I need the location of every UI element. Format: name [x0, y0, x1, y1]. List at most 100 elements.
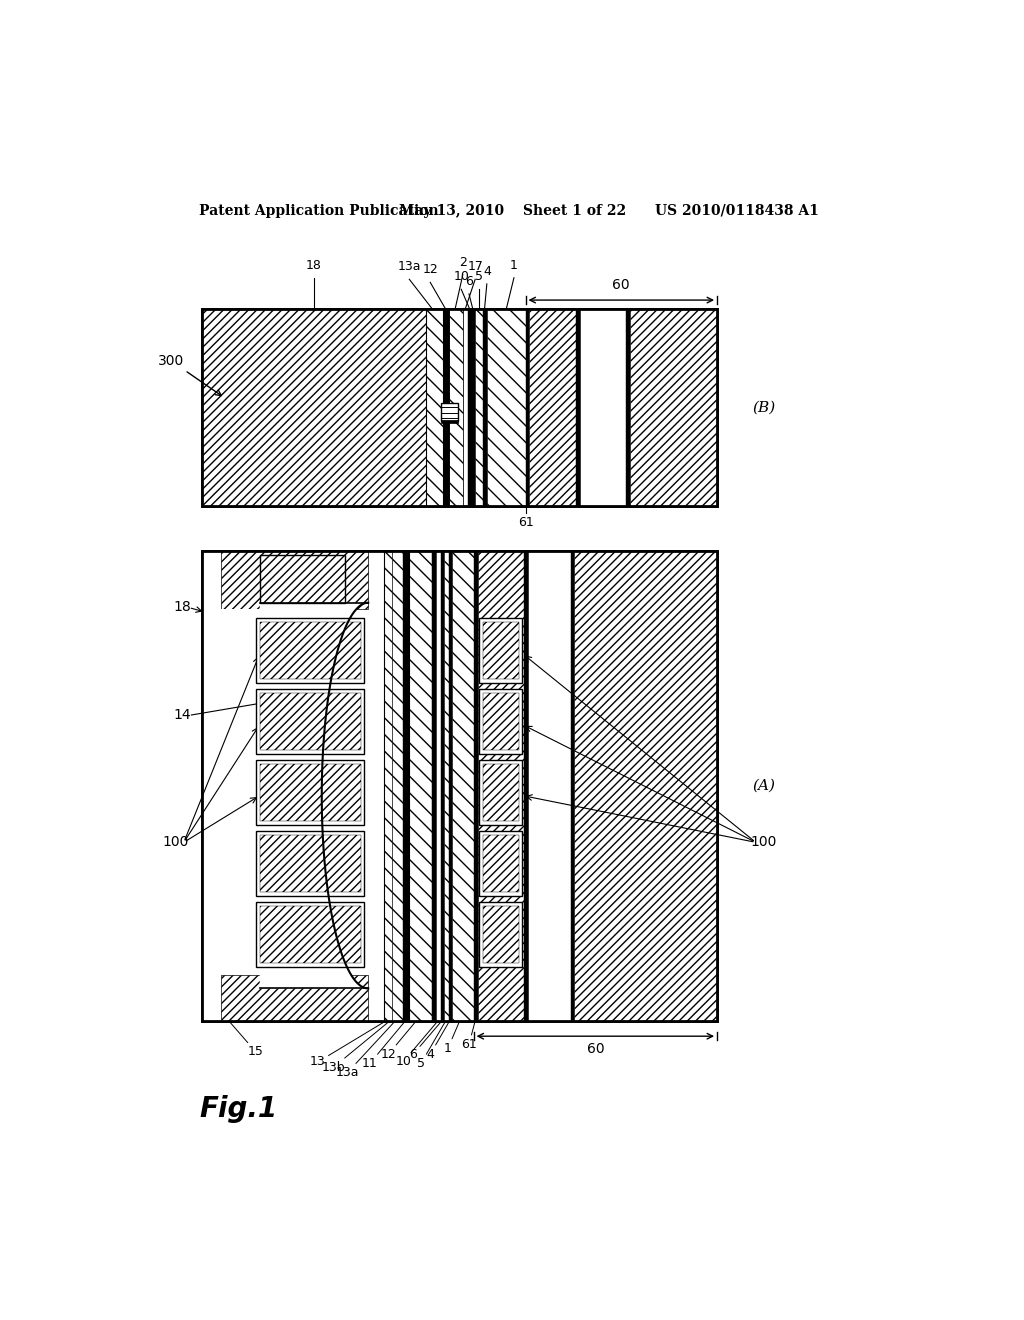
Bar — [463, 309, 468, 507]
Text: 5: 5 — [475, 271, 483, 284]
Bar — [202, 309, 717, 507]
Text: (B): (B) — [752, 401, 775, 414]
Bar — [260, 906, 360, 964]
Text: 60: 60 — [587, 1043, 604, 1056]
Bar — [528, 552, 570, 1020]
Text: 18: 18 — [306, 259, 322, 272]
Bar — [444, 552, 449, 1020]
Bar — [475, 309, 483, 507]
Bar — [479, 689, 522, 754]
Bar — [468, 309, 472, 507]
Text: 12: 12 — [381, 1020, 417, 1061]
Text: 61: 61 — [518, 516, 534, 529]
Text: 5: 5 — [417, 1020, 445, 1071]
Bar — [391, 552, 403, 1020]
Bar — [202, 552, 384, 1020]
Text: 60: 60 — [612, 279, 630, 293]
Bar — [403, 552, 409, 1020]
Polygon shape — [260, 603, 369, 989]
Bar — [432, 552, 436, 1020]
Text: 18: 18 — [173, 601, 191, 615]
Bar — [486, 309, 525, 507]
Text: 13a: 13a — [397, 260, 421, 273]
Bar — [474, 552, 477, 1020]
Text: 13b: 13b — [322, 1020, 390, 1074]
Bar — [260, 836, 360, 892]
Bar — [221, 609, 260, 1020]
Bar — [452, 552, 474, 1020]
Text: (A): (A) — [752, 779, 775, 793]
Text: Fig.1: Fig.1 — [200, 1096, 278, 1123]
Bar — [441, 403, 458, 421]
Text: Sheet 1 of 22: Sheet 1 of 22 — [523, 203, 627, 218]
Text: 1: 1 — [510, 259, 518, 272]
Bar — [524, 552, 528, 1020]
Bar — [221, 974, 369, 1020]
Bar — [479, 760, 522, 825]
Bar — [256, 832, 365, 896]
Text: 6: 6 — [410, 1020, 442, 1061]
Bar — [443, 309, 449, 507]
Text: 13a: 13a — [336, 1020, 395, 1080]
Text: 4: 4 — [426, 1020, 450, 1061]
Text: 12: 12 — [422, 263, 438, 276]
Text: 17: 17 — [467, 260, 483, 273]
Text: 14: 14 — [173, 709, 191, 722]
Bar — [627, 309, 630, 507]
Bar — [483, 764, 518, 821]
Bar — [529, 309, 575, 507]
Text: May 13, 2010: May 13, 2010 — [399, 203, 505, 218]
Bar — [449, 552, 452, 1020]
Text: 15: 15 — [228, 1020, 264, 1059]
Text: 6: 6 — [465, 275, 473, 288]
Bar — [477, 552, 524, 1020]
Bar — [483, 693, 518, 750]
Bar — [479, 618, 522, 682]
Text: 10: 10 — [395, 1020, 438, 1068]
Bar — [449, 309, 463, 507]
Bar — [426, 309, 443, 507]
Text: 100: 100 — [751, 836, 776, 849]
Text: 13: 13 — [310, 1020, 386, 1068]
Bar — [483, 622, 518, 678]
Bar — [202, 309, 717, 507]
Text: 11: 11 — [361, 1020, 406, 1071]
Bar — [384, 552, 399, 1020]
Bar — [575, 309, 580, 507]
Text: 61: 61 — [461, 1020, 477, 1051]
Bar — [256, 689, 365, 754]
Bar — [260, 622, 360, 678]
Bar — [256, 760, 365, 825]
Bar — [479, 832, 522, 896]
Text: 10: 10 — [454, 271, 469, 284]
Text: 300: 300 — [158, 354, 221, 396]
Bar — [630, 309, 717, 507]
Bar — [256, 618, 365, 682]
Text: Patent Application Publication: Patent Application Publication — [200, 203, 439, 218]
Bar — [260, 693, 360, 750]
Bar — [574, 552, 717, 1020]
Bar — [202, 552, 717, 1020]
Bar — [221, 552, 369, 609]
Bar — [436, 552, 441, 1020]
Text: 100: 100 — [163, 836, 189, 849]
Text: 4: 4 — [483, 265, 490, 277]
Bar — [441, 420, 458, 424]
Bar — [260, 554, 345, 603]
Bar — [479, 902, 522, 966]
Bar — [483, 836, 518, 892]
Bar — [580, 309, 627, 507]
Bar — [256, 902, 365, 966]
Bar — [441, 552, 444, 1020]
Bar — [202, 552, 717, 1020]
Bar — [570, 552, 574, 1020]
Bar — [483, 309, 486, 507]
Bar — [483, 906, 518, 964]
Text: 1: 1 — [444, 1020, 460, 1055]
Bar — [260, 764, 360, 821]
Bar — [202, 309, 426, 507]
Bar — [472, 309, 475, 507]
Text: 2: 2 — [459, 256, 467, 268]
Bar — [525, 309, 529, 507]
Text: US 2010/0118438 A1: US 2010/0118438 A1 — [655, 203, 819, 218]
